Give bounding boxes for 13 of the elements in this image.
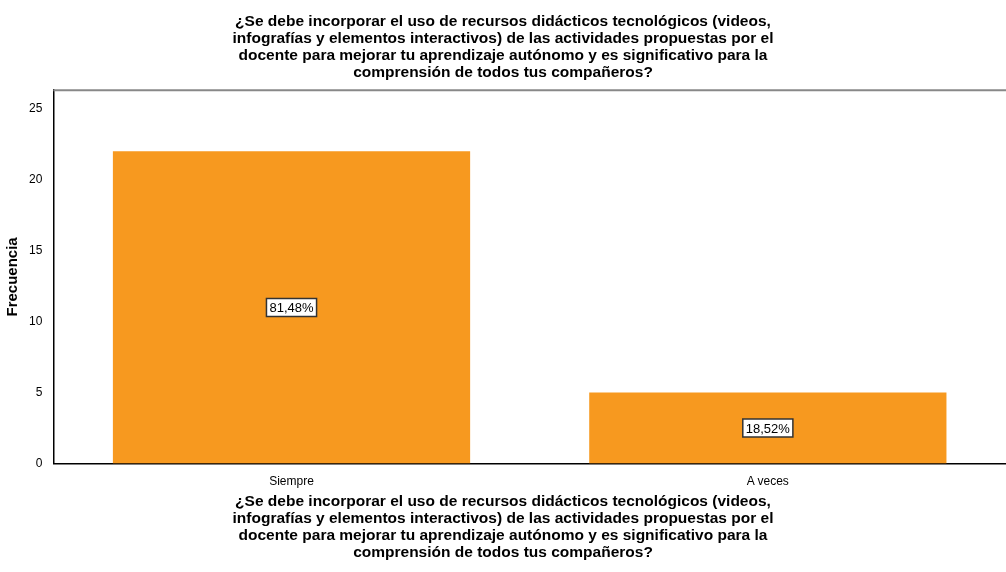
x-axis-title: ¿Se debe incorporar el uso de recursos didácticos tecnológicos (videos, infografías y elementos interactivos) de las actividades propuestas por el docente para mejorar tu aprendizaje autónomo y es significativo para la comprensión de todos tus compañeros? [231, 492, 775, 560]
annotation: 18,52% [745, 420, 791, 436]
y-tick-label: 5 [35, 384, 43, 399]
x-tick-label: A veces [746, 474, 789, 489]
y-tick-label: 20 [28, 171, 43, 186]
y-axis-title: Frecuencia [3, 236, 21, 317]
y-tick-label: 25 [28, 100, 43, 115]
y-tick-label: 10 [28, 313, 43, 328]
x-tick-label: Siempre [269, 474, 315, 489]
chart-title: ¿Se debe incorporar el uso de recursos didácticos tecnológicos (videos, infografías y elementos interactivos) de las actividades propuestas por el docente para mejorar tu aprendizaje autónomo y es significativo para la comprensión de todos tus compañeros? [231, 12, 775, 80]
y-tick-label: 15 [28, 242, 43, 257]
y-tick-label: 0 [35, 455, 43, 470]
annotation: 81,48% [269, 300, 314, 315]
